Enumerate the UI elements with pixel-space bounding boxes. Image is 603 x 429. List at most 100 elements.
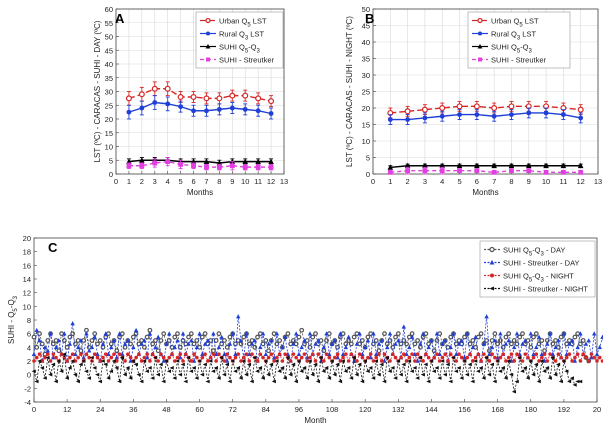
data-point xyxy=(572,358,578,363)
data-point xyxy=(308,355,312,360)
data-point xyxy=(260,376,265,380)
data-point xyxy=(584,355,588,360)
data-point xyxy=(186,341,191,346)
data-point xyxy=(465,355,470,360)
data-point xyxy=(79,352,83,356)
data-point xyxy=(158,338,164,343)
y-tick-label: 6 xyxy=(27,330,31,339)
data-point xyxy=(589,352,594,356)
data-point xyxy=(128,341,133,347)
data-point xyxy=(484,314,489,319)
data-point xyxy=(560,169,566,175)
y-tick-label: 60 xyxy=(105,5,113,14)
x-tick-label: 7 xyxy=(492,177,496,186)
data-point xyxy=(470,379,475,384)
plot-frame xyxy=(115,8,285,175)
data-point xyxy=(511,389,517,394)
data-point xyxy=(572,334,578,340)
data-point xyxy=(130,359,136,363)
data-point xyxy=(456,366,461,370)
data-point xyxy=(139,105,145,111)
data-point xyxy=(534,352,539,356)
data-point xyxy=(424,352,428,356)
legend-entry-label: SUHI - Streutker xyxy=(219,55,275,64)
data-point xyxy=(219,334,224,339)
data-point xyxy=(415,352,420,356)
data-point xyxy=(503,341,509,346)
data-point xyxy=(235,366,241,370)
data-point xyxy=(520,369,525,374)
data-point xyxy=(296,351,302,356)
data-point xyxy=(492,379,497,384)
data-point xyxy=(523,338,528,343)
data-point xyxy=(291,352,296,356)
data-point xyxy=(190,93,197,100)
data-point xyxy=(509,352,514,356)
x-tick-label: 3 xyxy=(153,177,157,186)
data-point xyxy=(329,341,335,346)
data-point xyxy=(106,351,111,356)
data-point xyxy=(125,95,132,102)
data-point xyxy=(434,366,439,370)
data-point xyxy=(239,359,243,363)
data-point xyxy=(498,355,503,360)
data-point xyxy=(351,334,357,340)
y-axis-label: LST (ºC) - CARACAS - SUHI - NIGHT (ºC) xyxy=(345,16,354,167)
data-point xyxy=(255,359,260,363)
data-point xyxy=(45,355,50,360)
data-point xyxy=(180,362,185,367)
x-tick-label: 72 xyxy=(229,405,237,414)
data-point xyxy=(268,158,274,165)
series-line xyxy=(390,169,581,174)
data-point xyxy=(183,352,188,356)
data-point xyxy=(379,338,384,343)
data-point xyxy=(216,344,222,350)
data-point xyxy=(238,338,244,343)
data-point xyxy=(299,344,304,350)
data-point xyxy=(178,161,184,167)
data-point xyxy=(151,85,158,92)
data-point xyxy=(296,359,301,363)
data-point xyxy=(409,369,414,374)
data-point xyxy=(40,359,45,363)
x-tick-label: 2 xyxy=(140,177,144,186)
y-tick-label: 14 xyxy=(23,275,31,284)
data-point xyxy=(567,352,572,356)
data-point xyxy=(172,344,177,350)
data-point xyxy=(67,366,72,370)
data-point xyxy=(205,338,211,343)
data-point xyxy=(87,355,91,360)
data-point xyxy=(103,352,108,356)
data-point xyxy=(236,314,241,319)
y-tick-label: 20 xyxy=(105,115,113,124)
data-point xyxy=(504,359,508,363)
panel-a: 0 1 2 3 4 5 6 7 8 9 10 11 12 130510152025303540455055… xyxy=(93,5,288,197)
y-tick-label: 30 xyxy=(105,88,113,97)
data-point xyxy=(216,95,223,102)
data-point xyxy=(346,334,351,339)
y-tick-label: 10 xyxy=(105,143,113,152)
data-point xyxy=(456,341,462,346)
data-point xyxy=(470,344,476,350)
data-point xyxy=(382,331,387,337)
data-point xyxy=(365,338,371,343)
x-tick-label: 120 xyxy=(359,405,372,414)
series-line xyxy=(390,112,581,121)
data-point xyxy=(310,334,316,340)
data-point xyxy=(395,331,401,337)
legend-marker xyxy=(206,57,210,62)
data-point xyxy=(578,115,584,121)
data-point xyxy=(233,351,238,356)
data-point xyxy=(509,372,514,377)
legend-marker xyxy=(490,273,494,278)
plot-frame xyxy=(33,237,598,403)
data-point xyxy=(222,338,227,343)
data-point xyxy=(202,341,208,346)
data-point xyxy=(37,338,42,343)
data-point xyxy=(514,331,520,336)
series-0 xyxy=(31,327,592,364)
data-point xyxy=(379,362,384,367)
data-point xyxy=(520,331,525,337)
data-point xyxy=(268,362,274,367)
y-tick-label: 15 xyxy=(362,121,370,130)
